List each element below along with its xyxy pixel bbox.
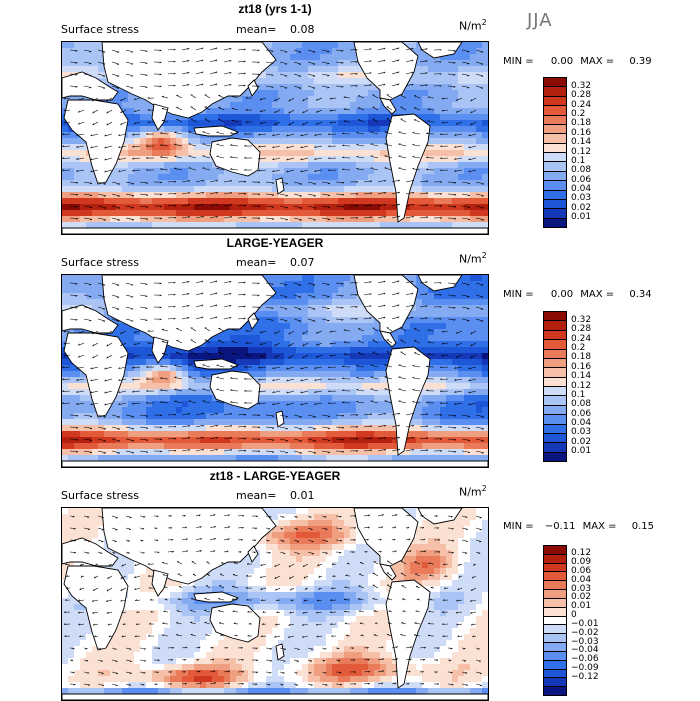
min-max-readout: MIN = −0.11 MAX = 0.15 — [503, 521, 654, 532]
max-value: 0.15 — [632, 521, 654, 532]
field-label: Surface stress — [61, 489, 139, 502]
panel-title: zt18 - LARGE-YEAGER — [125, 469, 425, 483]
field-label: Surface stress — [61, 23, 139, 36]
map-panel-1 — [61, 41, 489, 235]
max-value: 0.39 — [629, 56, 651, 67]
min-label: MIN = — [503, 289, 534, 300]
colorbar-tick-label: −0.12 — [571, 673, 599, 682]
mean-value: 0.07 — [290, 256, 315, 269]
colorbar-tick-label: 0.14 — [571, 372, 591, 381]
max-value: 0.34 — [629, 289, 651, 300]
colorbar-tick-label: 0.08 — [571, 166, 591, 175]
min-value: 0.00 — [551, 289, 573, 300]
colorbar-tick-label: 0.08 — [571, 400, 591, 409]
max-label: MAX = — [580, 289, 614, 300]
field-label: Surface stress — [61, 256, 139, 269]
mean-label: mean= — [236, 489, 276, 502]
map-panel-2 — [61, 274, 489, 468]
land-antarctica — [62, 228, 488, 234]
colorbar-tick-label: 0.14 — [571, 138, 591, 147]
min-max-readout: MIN = 0.00 MAX = 0.39 — [503, 56, 652, 67]
units-label: N/m2 — [459, 18, 487, 33]
max-label: MAX = — [583, 521, 617, 532]
colorbar-tick-label: 0.28 — [571, 91, 591, 100]
units-label: N/m2 — [459, 484, 487, 499]
mean-label: mean= — [236, 23, 276, 36]
land-antarctica — [62, 461, 488, 467]
mean-value: 0.08 — [290, 23, 315, 36]
map-canvas — [62, 275, 488, 467]
colorbar-cell — [543, 452, 567, 462]
min-value: 0.00 — [551, 56, 573, 67]
max-label: MAX = — [580, 56, 614, 67]
colorbar-cell — [543, 686, 567, 696]
min-value: −0.11 — [545, 521, 576, 532]
colorbar-tick-label: 0.01 — [571, 213, 591, 222]
min-max-readout: MIN = 0.00 MAX = 0.34 — [503, 289, 652, 300]
colorbar-tick-label: 0.01 — [571, 447, 591, 456]
min-label: MIN = — [503, 56, 534, 67]
min-label: MIN = — [503, 521, 534, 532]
season-label: JJA — [527, 10, 553, 31]
land-antarctica — [62, 694, 488, 700]
panel-title: LARGE-YEAGER — [125, 236, 425, 250]
map-panel-3 — [61, 507, 489, 701]
map-canvas — [62, 42, 488, 234]
colorbar-tick-label: 0.28 — [571, 325, 591, 334]
colorbar-cell — [543, 218, 567, 228]
mean-label: mean= — [236, 256, 276, 269]
map-canvas — [62, 508, 488, 700]
panel-title: zt18 (yrs 1-1) — [125, 2, 425, 16]
mean-value: 0.01 — [290, 489, 315, 502]
units-label: N/m2 — [459, 251, 487, 266]
